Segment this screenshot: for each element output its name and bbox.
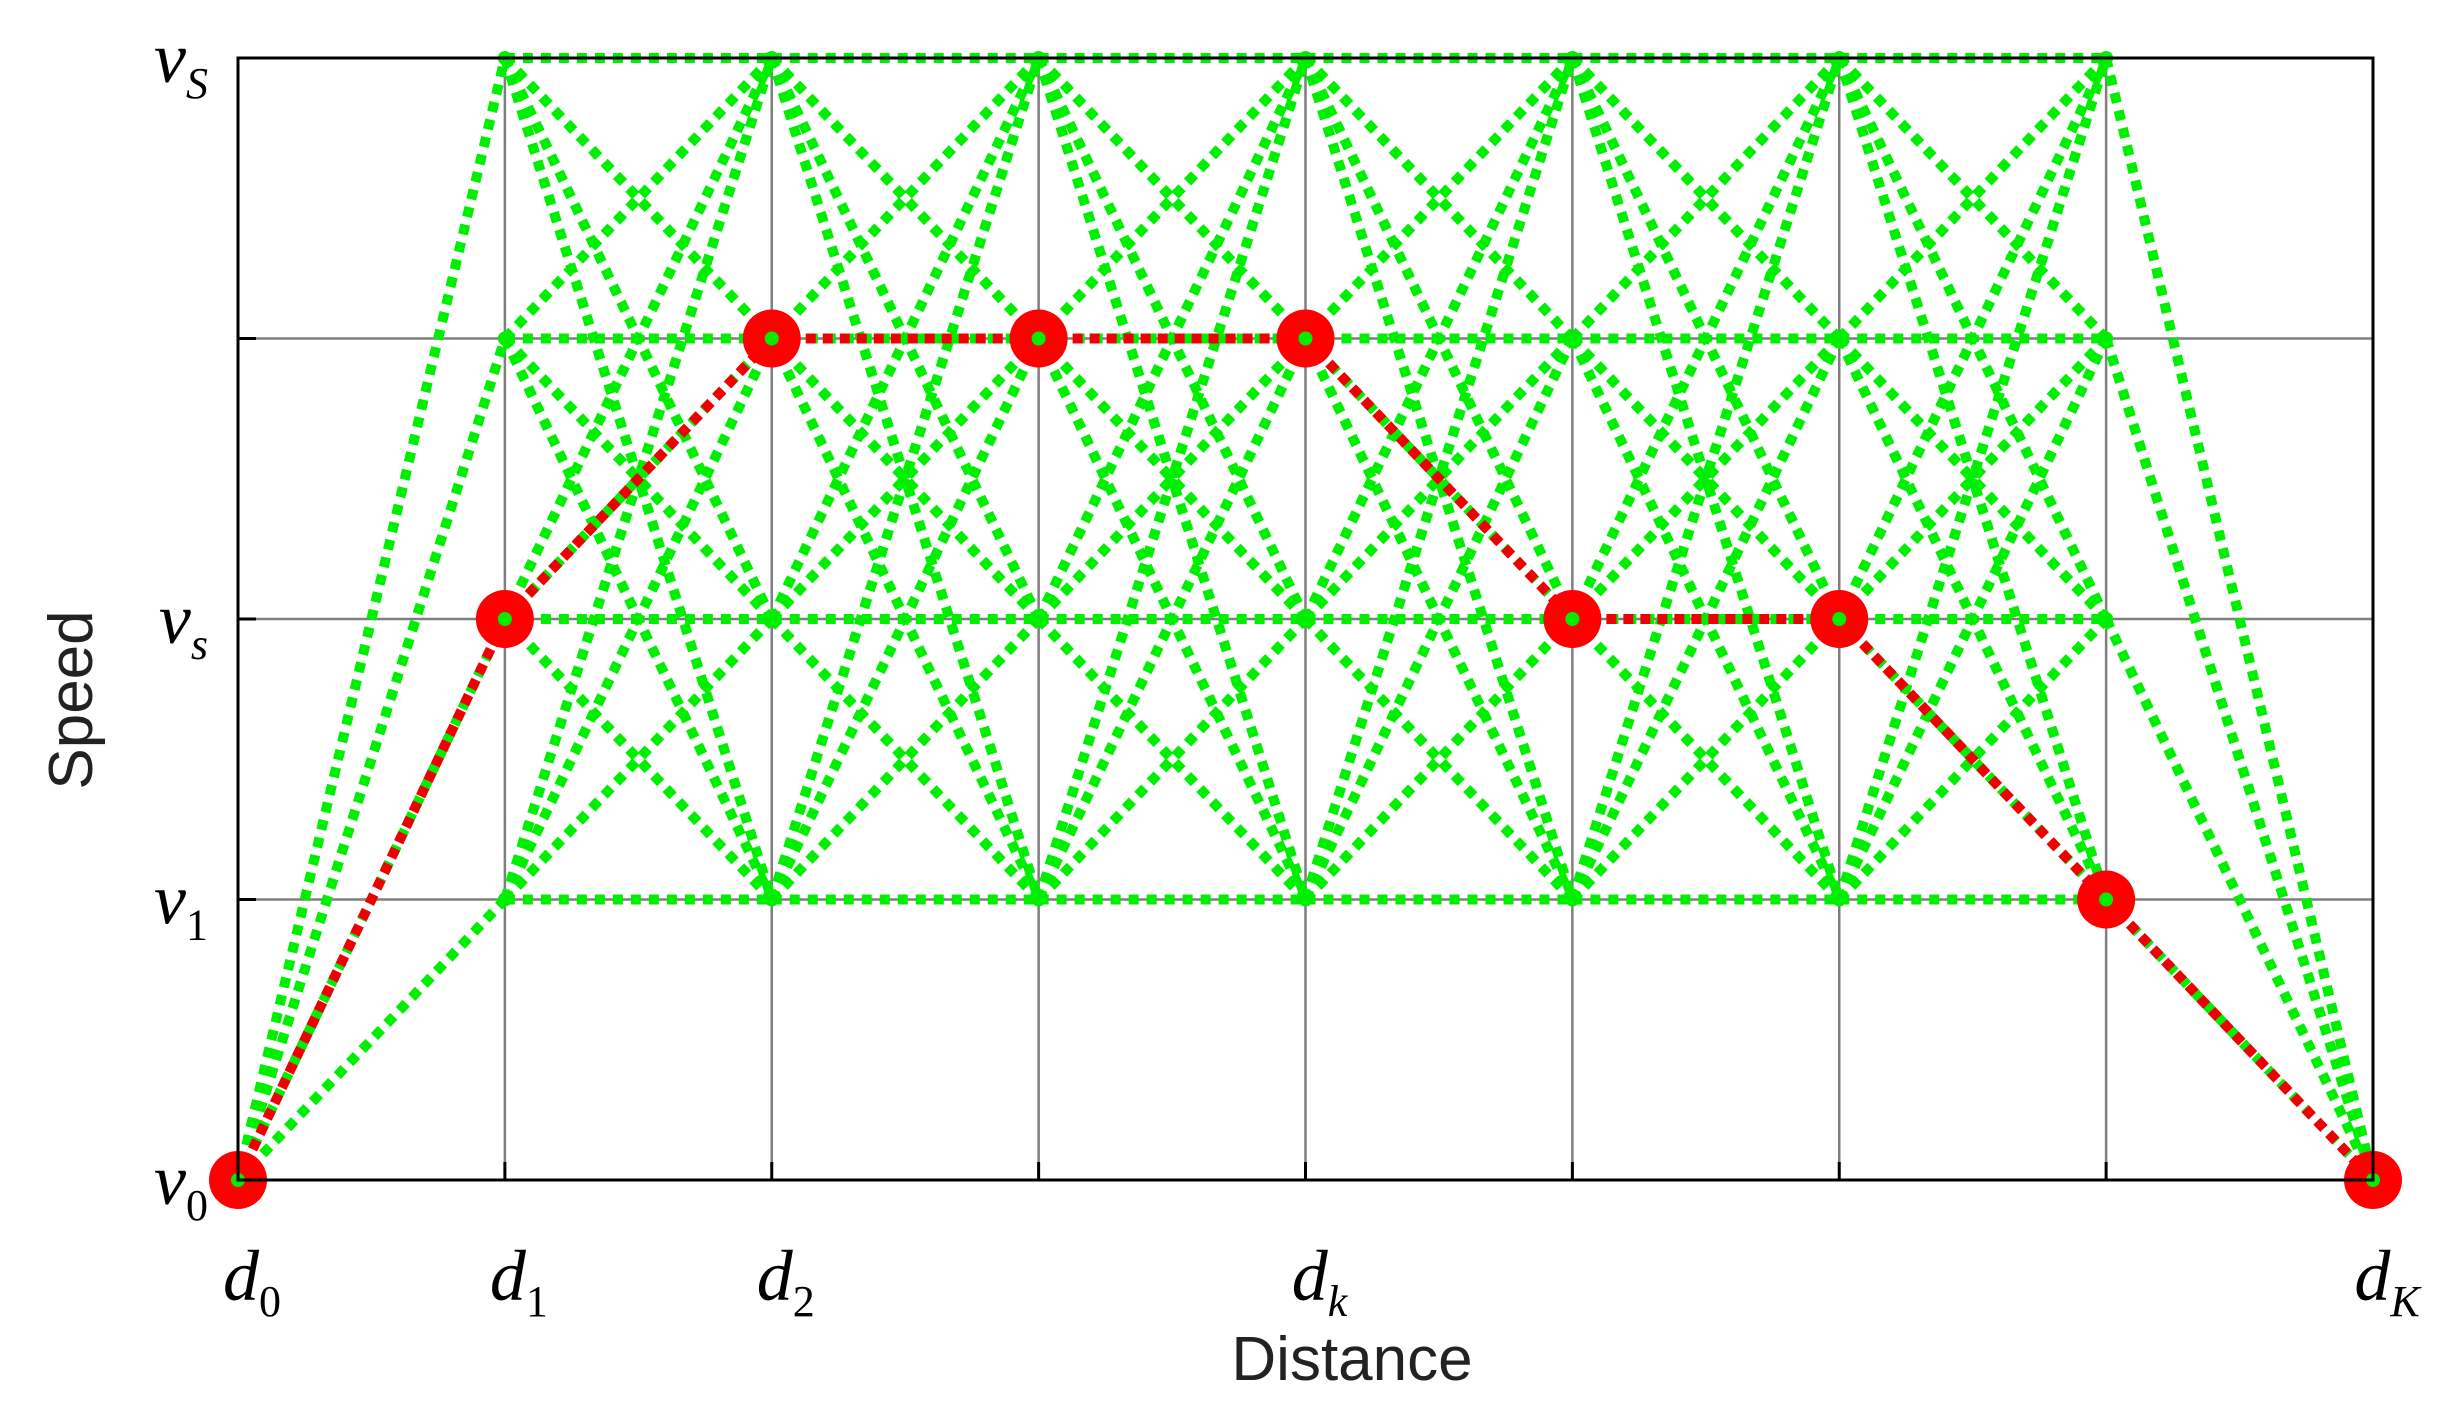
candidate-edge	[1300, 336, 1577, 902]
candidate-edge	[500, 336, 777, 902]
y-tick-label: v0	[154, 1140, 208, 1230]
candidate-edge	[1834, 336, 2111, 902]
candidate-edge	[766, 56, 1044, 902]
candidate-edge	[1034, 336, 1311, 902]
candidate-edge	[1834, 56, 2111, 902]
candidate-node	[497, 331, 512, 346]
x-axis-label: Distance	[1231, 1325, 1472, 1394]
x-tick-label: d0	[223, 1236, 281, 1326]
candidate-edge-end	[2101, 336, 2378, 1182]
candidate-node	[1298, 612, 1313, 626]
candidate-edge	[1033, 56, 1311, 902]
optimal-path-segment	[501, 335, 776, 623]
y-tick-label: v1	[154, 860, 208, 950]
optimal-path-segment	[1835, 615, 2110, 903]
candidate-edge-start	[233, 56, 510, 1182]
candidate-edge-end	[2101, 616, 2378, 1183]
candidate-node	[497, 892, 512, 907]
y-axis-label: Speed	[37, 610, 106, 789]
optimal-path-segment	[233, 616, 510, 1183]
optimal-path-segment	[1301, 335, 1576, 623]
candidate-node	[764, 892, 779, 907]
optimal-path-layer	[233, 333, 2377, 1184]
candidate-node	[1031, 612, 1046, 626]
candidate-edge-end	[2101, 56, 2378, 1182]
candidate-edge	[1567, 336, 1844, 902]
y-tick-label: vs	[159, 579, 208, 669]
candidate-edge-start	[233, 336, 510, 1182]
candidate-node	[2099, 331, 2114, 346]
candidate-edge	[767, 55, 1044, 622]
candidate-node	[764, 612, 779, 626]
candidate-edge	[1567, 56, 1845, 902]
x-tick-label: dK	[2354, 1236, 2422, 1326]
candidate-node	[1832, 331, 1847, 346]
optimal-path-point-center	[2099, 892, 2114, 907]
optimal-path-segment	[2102, 896, 2377, 1184]
axes-frame	[236, 56, 2375, 1182]
y-tick-label: vS	[154, 18, 208, 108]
optimal-path-point-center	[1565, 612, 1580, 626]
x-tick-label: dk	[1292, 1236, 1349, 1326]
candidate-edge	[1300, 55, 1577, 622]
tick-labels: d0 d1 d2 dk dK v0 v1 vs vS	[154, 18, 2422, 1326]
candidate-node	[1565, 331, 1580, 346]
candidate-node	[2099, 612, 2114, 626]
candidate-node	[1298, 892, 1313, 907]
optimal-path-point-center	[1832, 612, 1847, 626]
candidate-node	[1832, 892, 1847, 907]
candidate-node	[1565, 892, 1580, 907]
candidate-edge	[500, 55, 777, 622]
optimal-path-markers	[209, 309, 2402, 1209]
candidate-edge	[1567, 55, 1844, 622]
optimal-path-point-center	[1298, 331, 1313, 346]
candidate-edge	[767, 336, 1044, 902]
optimal-path-point-center	[497, 612, 512, 626]
candidate-node	[1031, 892, 1046, 907]
candidate-edge	[1834, 55, 2111, 622]
optimal-path-point-center	[1031, 331, 1046, 346]
optimal-path-point-center	[764, 331, 779, 346]
x-tick-label: d2	[757, 1236, 815, 1326]
x-tick-label: d1	[490, 1236, 548, 1326]
candidate-edge	[1034, 55, 1311, 622]
